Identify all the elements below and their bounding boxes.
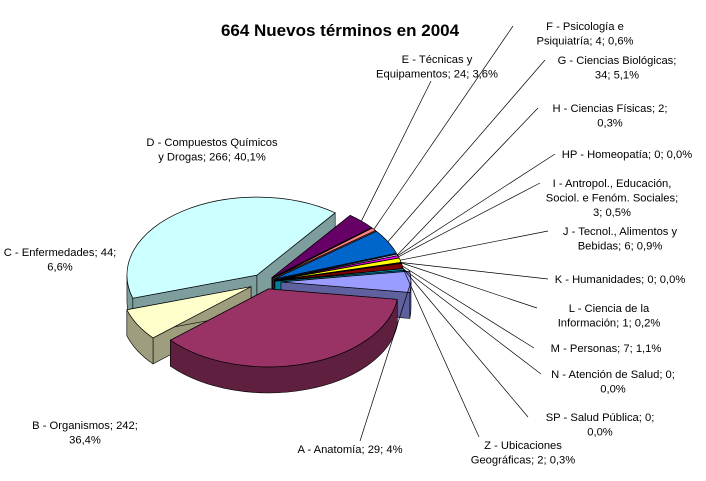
leader-line-f bbox=[373, 25, 514, 230]
slice-label-j: J - Tecnol., Alimentos y Bebidas; 6; 0,9% bbox=[563, 226, 678, 253]
slice-label-b: B - Organismos; 242; 36,4% bbox=[32, 420, 138, 447]
slice-top bbox=[273, 230, 397, 280]
slice-label-a: A - Anatomía; 29; 4% bbox=[297, 444, 402, 456]
leader-line-k bbox=[401, 262, 549, 280]
slice-label-z: Z - Ubicaciones Geográficas; 2; 0,3% bbox=[471, 440, 576, 467]
slice-label-i: I - Antropol., Educación, Sociol. e Fenóm… bbox=[546, 178, 678, 219]
slice-top bbox=[126, 196, 336, 299]
slice-label-h: H - Ciencias Físicas; 2; 0,3% bbox=[552, 103, 667, 130]
leader-line-hp bbox=[397, 153, 556, 256]
slice-label-e: E - Técnicas y Equipamentos; 24; 3,6% bbox=[376, 54, 498, 81]
slice-top bbox=[271, 214, 373, 278]
leader-line-e bbox=[361, 80, 432, 222]
slice-label-m: M - Personas; 7; 1,1% bbox=[551, 343, 662, 355]
slice-top bbox=[280, 270, 412, 293]
leader-line-i bbox=[398, 182, 541, 258]
slice-top bbox=[272, 227, 377, 279]
slice-label-f: F - Psicología e Psiquiatría; 4; 0,6% bbox=[536, 21, 633, 48]
slice-label-k: K - Humanidades; 0; 0,0% bbox=[555, 274, 686, 286]
slice-label-g: G - Ciencias Biológicas; 34; 5,1% bbox=[558, 55, 677, 82]
leader-line-a bbox=[359, 281, 412, 442]
slice-label-sp: SP - Salud Pública; 0; 0,0% bbox=[546, 412, 655, 439]
slice-label-hp: HP - Homeopatía; 0; 0,0% bbox=[562, 149, 692, 161]
leader-line-m bbox=[402, 265, 535, 349]
leader-line-z bbox=[403, 269, 480, 438]
slice-label-c: C - Enfermedades; 44; 6,6% bbox=[4, 247, 117, 274]
slice-top bbox=[126, 286, 252, 339]
slice-label-n: N - Atención de Salud; 0; 0,0% bbox=[551, 369, 675, 396]
leader-line-g bbox=[387, 59, 546, 243]
slice-label-l: L - Ciencia de la Información; 1; 0,2% bbox=[558, 303, 661, 330]
pie-slices bbox=[126, 196, 412, 394]
leader-line-h bbox=[397, 107, 539, 256]
leader-line-n bbox=[403, 268, 542, 375]
leader-line-sp bbox=[402, 268, 529, 418]
leader-line-j bbox=[400, 230, 549, 261]
slice-label-d: D - Compuestos Químicos y Drogas; 266; 40… bbox=[146, 137, 278, 164]
leader-line-l bbox=[401, 262, 538, 309]
slice-top bbox=[169, 288, 398, 368]
slice-labels: A - Anatomía; 29; 4% B - Organismos; 242;… bbox=[4, 21, 693, 467]
pie-slice-b bbox=[169, 288, 398, 394]
chart-title: 664 Nuevos términos en 2004 bbox=[221, 21, 460, 40]
leader-lines bbox=[359, 25, 556, 442]
